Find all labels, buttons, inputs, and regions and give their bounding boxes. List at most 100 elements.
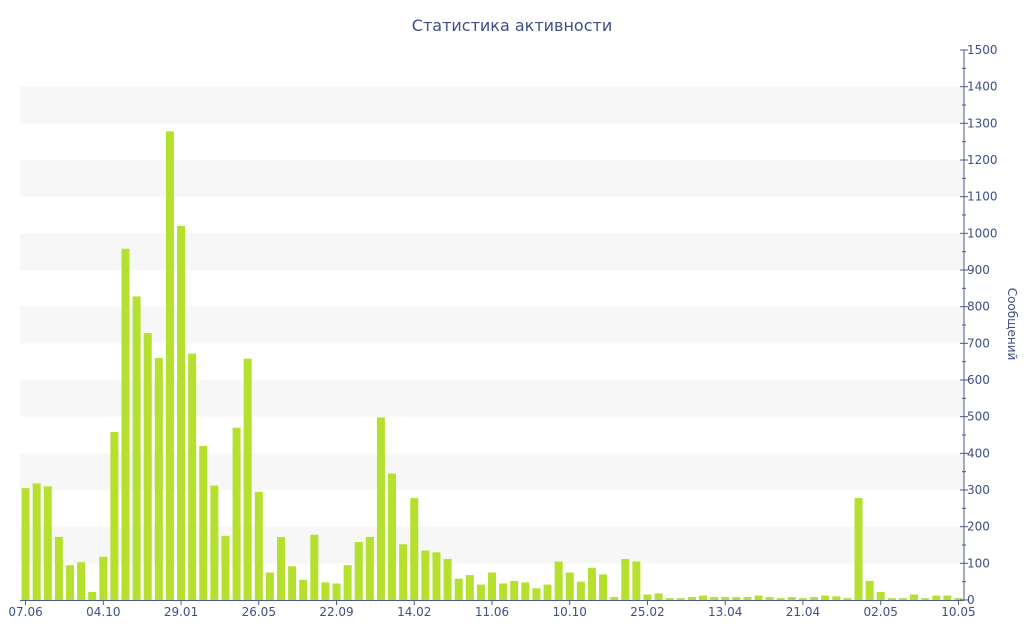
x-tick-label: 10.05 (941, 605, 975, 619)
bar (699, 595, 708, 600)
bar (421, 550, 430, 600)
bar (276, 536, 285, 600)
bar (587, 567, 596, 600)
bar (154, 358, 163, 600)
bar (43, 486, 52, 600)
bar (654, 593, 663, 600)
x-tick-label: 13.04 (708, 605, 742, 619)
bar (876, 591, 885, 600)
bar (521, 582, 530, 600)
y-axis: 0 100 200 300 400 500 600 700 800 900 1000 1100 1200… (960, 43, 998, 607)
bar (710, 597, 719, 600)
bar (365, 536, 374, 600)
y-tick-label: 200 (967, 520, 990, 534)
bar (776, 598, 785, 600)
bar (754, 595, 763, 600)
y-tick-label: 1400 (967, 80, 998, 94)
x-tick-label: 10.10 (553, 605, 587, 619)
bar (265, 572, 274, 600)
y-tick-label: 1200 (967, 153, 998, 167)
y-tick-label: 1500 (967, 43, 998, 57)
y-tick-label: 100 (967, 556, 990, 570)
bar (499, 583, 508, 600)
bar (165, 131, 174, 600)
x-tick-label: 02.05 (864, 605, 898, 619)
grid-band (20, 160, 964, 197)
bar (599, 574, 608, 600)
bar (765, 597, 774, 600)
bar (321, 582, 330, 600)
y-tick-label: 1000 (967, 226, 998, 240)
bar (88, 591, 97, 600)
y-tick-label: 1100 (967, 190, 998, 204)
x-tick-label: 22.09 (319, 605, 353, 619)
bar (921, 598, 930, 600)
bar (77, 562, 86, 600)
bar (188, 353, 197, 600)
bar (299, 579, 308, 600)
bar (787, 597, 796, 600)
bar (177, 226, 186, 600)
bar (232, 427, 241, 600)
bar (99, 556, 108, 600)
bar (910, 594, 919, 600)
bar (821, 595, 830, 600)
bar (632, 561, 641, 600)
bar (132, 296, 141, 600)
bar (554, 561, 563, 600)
bar (465, 575, 474, 600)
bar (721, 597, 730, 600)
bar (199, 446, 208, 600)
bar (798, 598, 807, 600)
bar (310, 534, 319, 600)
y-tick-label: 300 (967, 483, 990, 497)
bar (432, 552, 441, 600)
bar (21, 488, 30, 600)
x-tick-label: 14.02 (397, 605, 431, 619)
x-tick-label: 21.04 (786, 605, 820, 619)
bar (854, 498, 863, 600)
bar (65, 565, 74, 600)
bar (543, 584, 552, 600)
bar (443, 558, 452, 600)
bars (21, 131, 963, 600)
x-tick-label: 11.06 (475, 605, 509, 619)
y-tick-label: 800 (967, 300, 990, 314)
x-axis: 07.06 04.10 29.01 26.05 22.09 14.02 11.06 10.10… (8, 600, 976, 619)
bar (32, 483, 41, 600)
bar (687, 597, 696, 600)
bar (221, 535, 230, 600)
x-tick-label: 25.02 (630, 605, 664, 619)
bar (254, 491, 263, 600)
bar (343, 565, 352, 600)
grid-band (20, 306, 964, 344)
grid-band (20, 86, 964, 124)
bar (843, 598, 852, 600)
y-tick-label: 700 (967, 336, 990, 350)
bar (954, 598, 963, 600)
y-tick-label: 400 (967, 446, 990, 460)
bar (288, 566, 297, 600)
x-tick-label: 29.01 (164, 605, 198, 619)
bar (121, 248, 130, 600)
bar (210, 485, 219, 600)
bar (476, 584, 485, 600)
bar (510, 580, 519, 600)
bar (54, 536, 63, 600)
y-tick-label: 500 (967, 410, 990, 424)
x-tick-label: 04.10 (86, 605, 120, 619)
bar (943, 595, 952, 600)
bar (643, 594, 652, 600)
x-tick-label: 26.05 (242, 605, 276, 619)
bar (532, 588, 541, 600)
bar (143, 333, 152, 600)
y-tick-label: 1300 (967, 116, 998, 130)
bar (732, 597, 741, 600)
y-tick-label: 0 (967, 593, 975, 607)
bar (743, 597, 752, 600)
bar (399, 544, 408, 600)
bar (898, 598, 907, 600)
bar (354, 542, 363, 600)
bar (388, 473, 397, 600)
